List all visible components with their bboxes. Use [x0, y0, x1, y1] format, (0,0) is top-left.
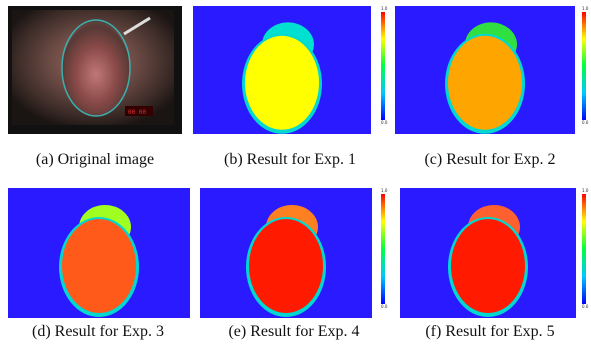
colorbar-label: 1.0: [582, 188, 589, 193]
colorbar: [381, 12, 385, 120]
colorbar-label: 1.0: [582, 6, 589, 11]
original-image: 00 00: [8, 6, 182, 134]
colorbar-label: 1.0: [381, 6, 388, 11]
caption: (a) Original image: [36, 151, 154, 168]
caption: (c) Result for Exp. 2: [424, 151, 555, 168]
result-map: 1.0 0.0: [193, 6, 388, 134]
colorbar-label: 0.0: [582, 304, 589, 309]
colorbar-label: 0.0: [582, 120, 589, 125]
caption: (e) Result for Exp. 4: [228, 323, 359, 340]
colorbar-label: 0.0: [381, 304, 388, 309]
caption: (d) Result for Exp. 3: [32, 323, 164, 340]
colorbar: [381, 194, 385, 304]
result-map: 1.0 0.0: [400, 188, 589, 318]
colorbar: [582, 12, 586, 120]
colorbar-label: 0.0: [381, 120, 388, 125]
caption: (f) Result for Exp. 5: [425, 323, 554, 340]
caption: (b) Result for Exp. 1: [224, 151, 356, 168]
main-region: [249, 219, 323, 313]
main-region: [451, 219, 525, 313]
main-region: [245, 36, 319, 130]
result-map: 1.0 0.0: [200, 188, 388, 318]
main-region: [448, 36, 522, 130]
colorbar: [582, 194, 586, 304]
colorbar-label: 1.0: [381, 188, 388, 193]
main-region: [62, 219, 136, 313]
figure: 00 00 1.0 0.0 1.0 0.0 1.0 0.0 1.0 0.0 (a) Origin…: [0, 0, 591, 347]
result-map: 1.0 0.0: [395, 6, 589, 134]
result-map: [8, 188, 190, 318]
svg-text:00 00: 00 00: [128, 109, 146, 116]
